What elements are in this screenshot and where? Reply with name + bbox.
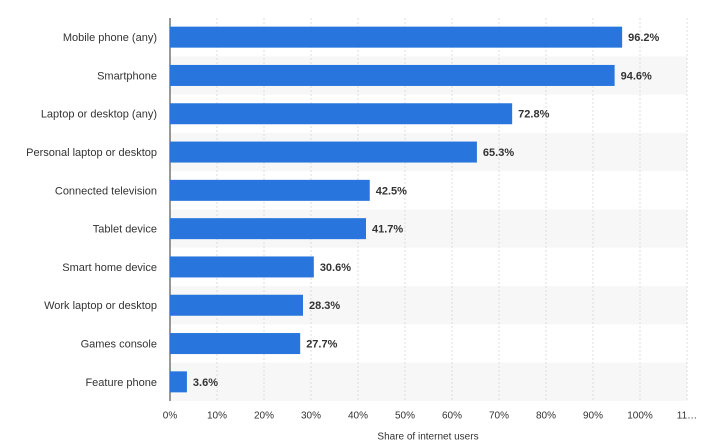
value-label: 65.3% [483,147,514,159]
y-tick-label: Tablet device [93,224,157,236]
value-label: 94.6% [621,70,652,82]
bar [170,333,301,355]
x-tick-label: 80% [536,411,556,422]
x-tick-label: 50% [395,411,415,422]
bar [170,256,314,278]
x-tick-label: 0% [163,411,178,422]
bar [170,26,623,48]
value-label: 28.3% [309,300,340,312]
y-tick-label: Work laptop or desktop [44,300,157,312]
x-tick-label: 11… [677,411,697,422]
y-tick-label: Personal laptop or desktop [26,147,157,159]
bar [170,294,304,316]
x-tick-label: 90% [583,411,603,422]
value-label: 96.2% [628,32,659,44]
x-tick-label: 60% [442,411,462,422]
bar [170,218,366,240]
row-band [170,362,687,401]
y-tick-label: Smartphone [97,70,157,82]
x-tick-label: 30% [301,411,321,422]
bar [170,179,370,201]
value-label: 42.5% [376,185,407,197]
value-label: 3.6% [193,377,218,389]
y-tick-label: Mobile phone (any) [63,32,157,44]
x-tick-label: 10% [207,411,227,422]
value-label: 27.7% [306,338,337,350]
bar [170,64,615,86]
x-tick-label: 20% [254,411,274,422]
bar [170,141,477,163]
bar [170,103,513,125]
y-tick-label: Games console [81,338,157,350]
y-tick-label: Feature phone [85,377,157,389]
value-label: 30.6% [320,262,351,274]
bar [170,371,187,393]
x-tick-label: 40% [348,411,368,422]
y-tick-label: Smart home device [62,262,157,274]
value-label: 41.7% [372,224,403,236]
y-tick-label: Laptop or desktop (any) [41,109,157,121]
y-tick-label: Connected television [55,185,157,197]
value-label: 72.8% [518,109,549,121]
x-tick-label: 70% [489,411,509,422]
x-axis-label: Share of internet users [377,432,478,443]
x-tick-label: 100% [627,411,653,422]
